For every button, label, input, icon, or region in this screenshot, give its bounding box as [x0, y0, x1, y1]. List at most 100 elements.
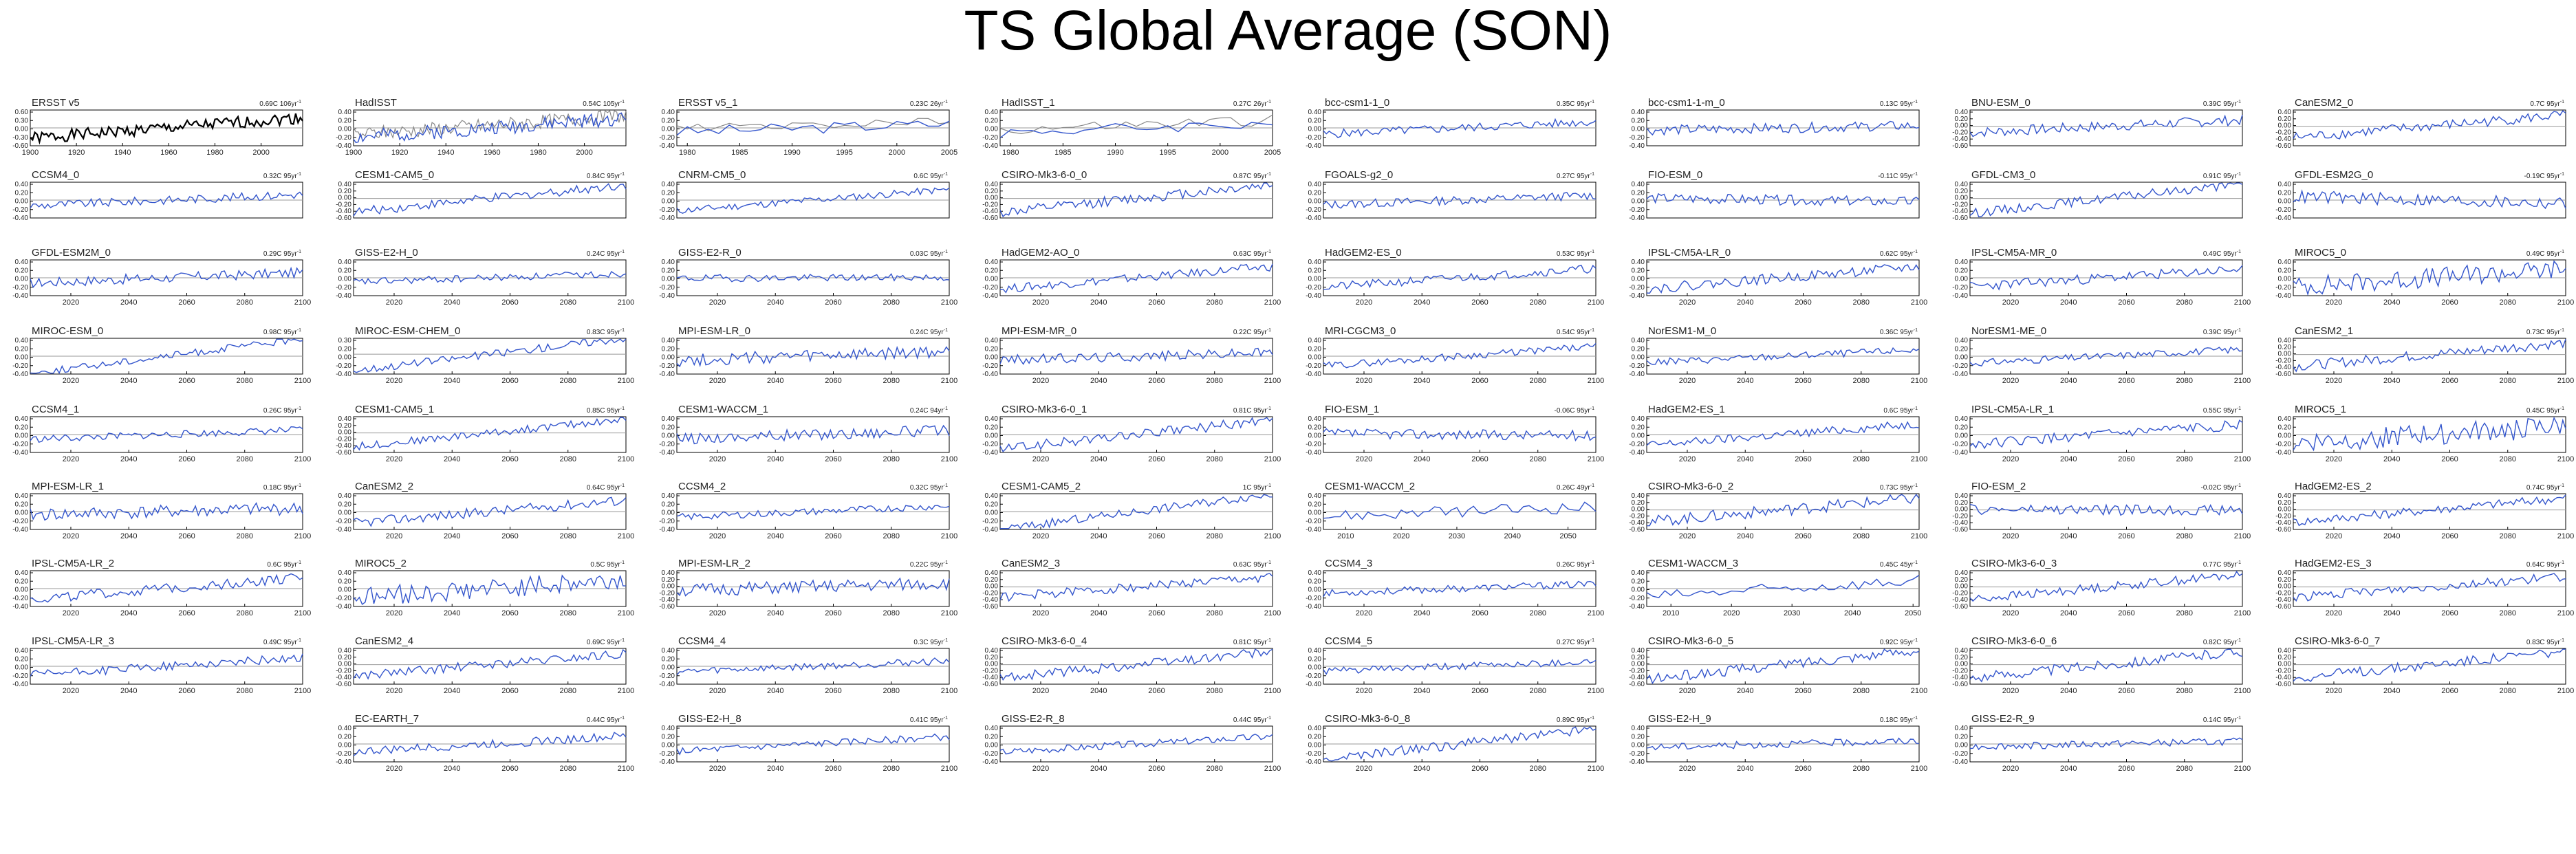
- y-tick-label: 0.40: [2278, 109, 2292, 116]
- x-tick-label: 2020: [709, 609, 726, 617]
- x-tick-label: 2100: [2234, 455, 2251, 463]
- panel-name: CSIRO-Mk3-6-0_3: [1971, 558, 2057, 569]
- y-tick-label: -0.40: [1306, 758, 1321, 766]
- y-tick-label: 0.20: [338, 117, 352, 124]
- panel-frame: [2293, 338, 2566, 375]
- y-tick-label: -0.40: [982, 292, 998, 300]
- x-tick-label: 2040: [1414, 687, 1430, 695]
- y-tick-label: 0.40: [1308, 415, 1322, 423]
- y-tick-label: -0.40: [336, 758, 351, 766]
- y-tick-label: 0.40: [1308, 492, 1322, 500]
- y-tick-label: 0.40: [662, 415, 675, 423]
- panel-trend: 0.84C 95yr-1: [587, 172, 625, 180]
- x-tick-label: 2060: [1148, 455, 1165, 463]
- y-tick-label: -0.40: [12, 215, 28, 222]
- panel-frame: [1969, 648, 2243, 685]
- panel-CSIRO-Mk3-6-0_0: CSIRO-Mk3-6-0_0 0.87C 95yr-10.400.200.00-…: [982, 169, 1273, 222]
- y-tick-label: -0.20: [336, 750, 351, 758]
- x-tick-label: 2100: [1911, 765, 1927, 773]
- y-tick-label: -0.20: [982, 441, 998, 448]
- x-tick-label: 2040: [1737, 687, 1753, 695]
- y-tick-label: 0.40: [338, 725, 352, 732]
- series-line: [30, 502, 303, 521]
- series-line: [999, 347, 1273, 365]
- panel-name: CNRM-CM5_0: [678, 169, 746, 181]
- x-tick-label: 2080: [2500, 298, 2516, 307]
- x-tick-label: 2100: [1264, 455, 1281, 463]
- panel-name: NorESM1-ME_0: [1971, 325, 2046, 337]
- panel-frame: [1969, 570, 2243, 607]
- y-tick-label: -0.20: [1629, 284, 1645, 292]
- series-line: [30, 573, 303, 603]
- y-tick-label: -0.40: [1952, 135, 1968, 143]
- y-tick-label: -0.40: [1629, 758, 1645, 766]
- panel-name: GISS-E2-H_0: [355, 247, 418, 259]
- x-tick-label: 2100: [1911, 532, 1927, 540]
- y-tick-label: -0.20: [982, 362, 998, 370]
- y-tick-label: 0.00: [2278, 506, 2292, 514]
- y-tick-label: 0.00: [15, 276, 29, 283]
- series-line: [1969, 570, 2243, 602]
- x-tick-label: 2100: [1264, 532, 1281, 540]
- panel-trend: -0.06C 95yr-1: [1555, 406, 1595, 415]
- panel-trend: 0.18C 95yr-1: [1880, 716, 1918, 724]
- panel-trend: 0.39C 95yr-1: [2203, 100, 2241, 108]
- panel-name: IPSL-CM5A-LR_2: [32, 558, 114, 569]
- y-tick-label: 0.20: [15, 578, 29, 585]
- y-tick-label: -0.40: [1952, 758, 1968, 766]
- y-tick-label: 0.40: [985, 492, 999, 500]
- x-tick-label: 2080: [883, 609, 900, 617]
- panel-trend: 0.6C 95yr-1: [1883, 406, 1918, 415]
- y-tick-label: -0.20: [982, 134, 998, 142]
- x-tick-label: 2020: [386, 532, 402, 540]
- y-tick-label: -0.20: [336, 134, 351, 142]
- series-line: [1646, 193, 1920, 207]
- y-tick-label: -0.20: [1629, 750, 1645, 758]
- y-tick-label: 0.20: [15, 345, 29, 353]
- y-tick-label: 0.00: [985, 433, 999, 440]
- panel-name: MRI-CGCM3_0: [1325, 325, 1396, 337]
- panel-name: CSIRO-Mk3-6-0_4: [1002, 635, 1087, 647]
- panel-name: CCSM4_2: [678, 481, 726, 492]
- y-tick-label: -0.40: [2275, 519, 2291, 527]
- panel-name: CSIRO-Mk3-6-0_2: [1648, 481, 1733, 492]
- y-tick-label: -0.20: [2275, 667, 2291, 675]
- x-tick-label: 2040: [2383, 609, 2400, 617]
- y-tick-label: -0.20: [1952, 284, 1968, 292]
- panel-trend: 0.32C 95yr-1: [910, 483, 948, 492]
- series-line: [1000, 494, 1273, 529]
- panel-frame: [1969, 182, 2243, 219]
- panel-name: CESM1-WACCM_3: [1648, 558, 1738, 569]
- panel-name: CanESM2_3: [1002, 558, 1060, 569]
- series-line: [999, 573, 1273, 602]
- series-line: [676, 120, 950, 136]
- x-tick-label: 2080: [2176, 687, 2193, 695]
- y-tick-label: -0.60: [1952, 142, 1968, 150]
- y-tick-label: -0.20: [1306, 134, 1321, 142]
- x-tick-label: 2060: [501, 765, 518, 773]
- x-tick-label: 2100: [941, 532, 957, 540]
- y-tick-label: 0.20: [1955, 733, 1969, 741]
- y-tick-label: -0.40: [1306, 215, 1321, 222]
- x-tick-label: 1985: [731, 149, 748, 157]
- panel-name: GISS-E2-R_9: [1971, 713, 2035, 725]
- y-tick-label: 0.20: [1632, 117, 1645, 124]
- y-tick-label: -0.40: [1629, 292, 1645, 300]
- y-tick-label: 0.00: [338, 587, 352, 594]
- panel-frame: [1969, 493, 2243, 530]
- panel-frame: [676, 570, 950, 607]
- panel-name: ERSST v5: [32, 97, 80, 109]
- y-tick-label: -0.40: [982, 526, 998, 534]
- y-tick-label: -0.40: [336, 603, 351, 611]
- series-line: [676, 657, 950, 676]
- x-tick-label: 2100: [294, 377, 311, 385]
- y-tick-label: -0.40: [1306, 292, 1321, 300]
- y-tick-label: 0.40: [2278, 337, 2292, 344]
- y-tick-label: -0.40: [982, 142, 998, 150]
- x-tick-label: 2010: [1337, 532, 1354, 540]
- figure-title: TS Global Average (SON): [964, 0, 1612, 62]
- y-tick-label: 0.40: [15, 181, 29, 188]
- panel-frame: [1646, 648, 1920, 685]
- x-tick-label: 2020: [2002, 609, 2019, 617]
- x-tick-label: 2100: [1911, 298, 1927, 307]
